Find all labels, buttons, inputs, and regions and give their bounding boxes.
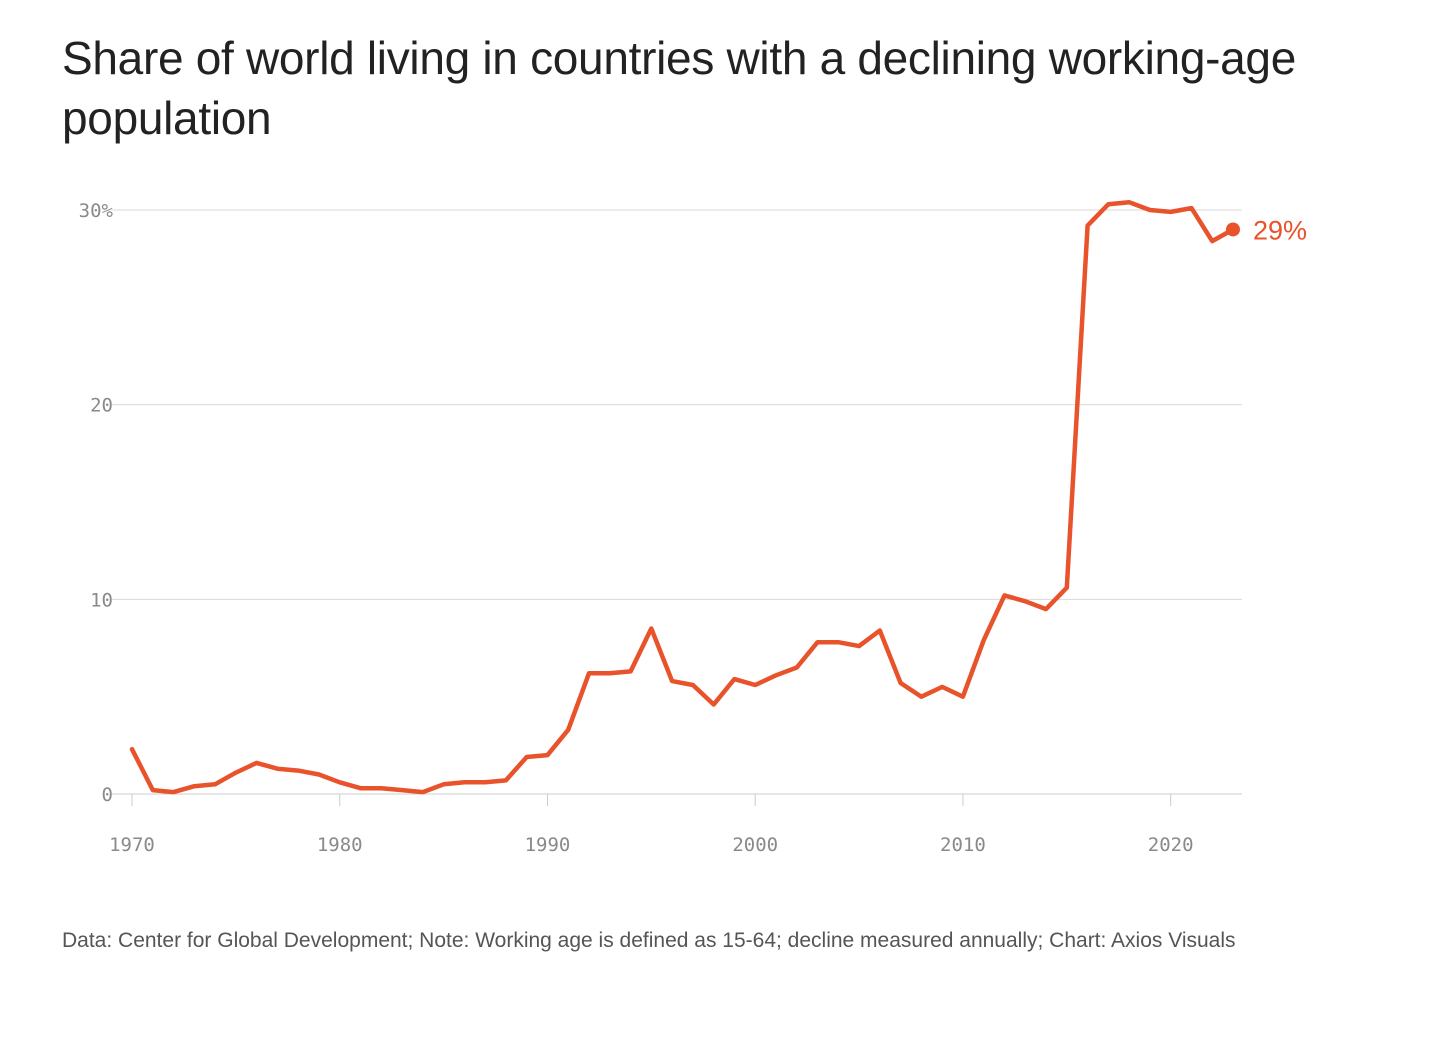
series-line xyxy=(129,199,1236,795)
x-tick-label: 2020 xyxy=(1148,834,1194,856)
x-tick-label: 2010 xyxy=(940,834,986,856)
y-tick-label: 20 xyxy=(90,395,113,417)
y-tick-label: 10 xyxy=(90,589,113,611)
y-tick-label: 30% xyxy=(79,200,114,222)
series: 29% xyxy=(129,199,1307,795)
x-tick-label: 2000 xyxy=(732,834,778,856)
x-axis-ticks: 1970 1980 1990 2000 2010 2020 xyxy=(109,794,1194,856)
x-tick-label: 1970 xyxy=(109,834,155,856)
y-tick-label: 0 xyxy=(102,784,113,806)
end-point-marker xyxy=(1226,222,1240,237)
source-note: Data: Center for Global Development; Not… xyxy=(62,929,1236,952)
chart-title: Share of world living in countries with … xyxy=(62,32,1296,144)
x-tick-label: 1980 xyxy=(317,834,363,856)
x-tick-label: 1990 xyxy=(525,834,571,856)
end-value-label: 29% xyxy=(1253,215,1307,245)
y-axis-ticks: 0 10 20 30% xyxy=(79,200,114,806)
